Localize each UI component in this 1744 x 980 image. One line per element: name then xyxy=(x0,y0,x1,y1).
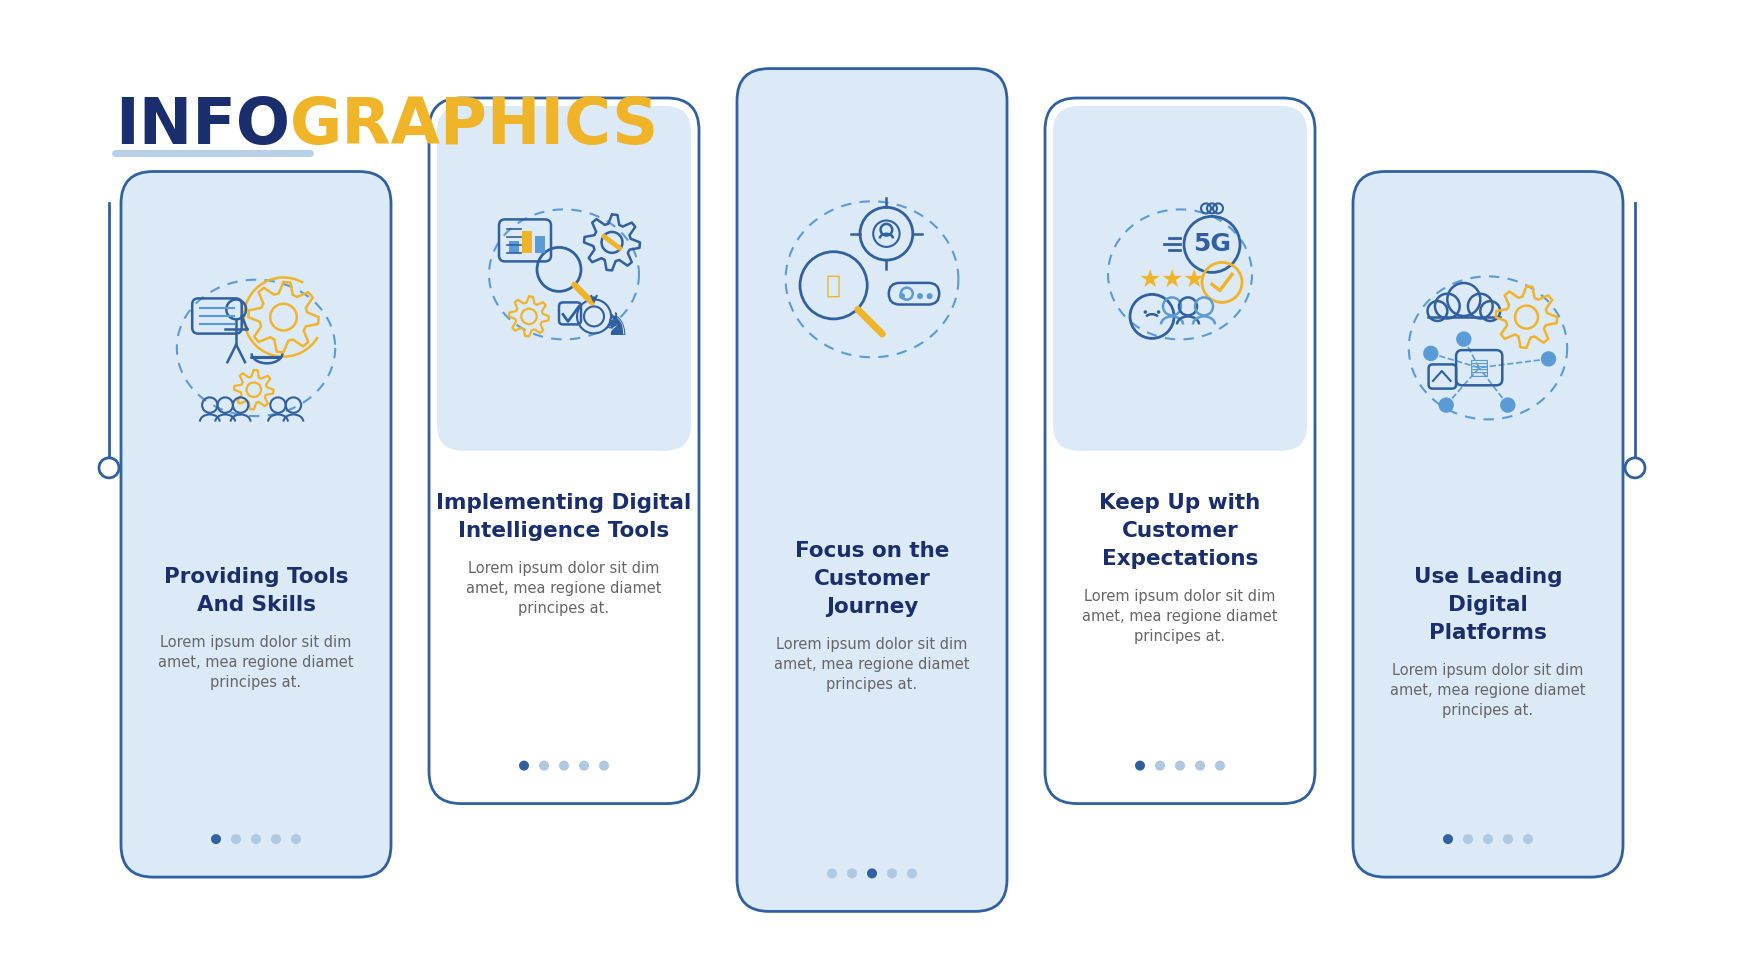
Text: INFO: INFO xyxy=(115,95,290,157)
Text: GRAPHICS: GRAPHICS xyxy=(290,95,659,157)
FancyBboxPatch shape xyxy=(120,172,391,877)
FancyBboxPatch shape xyxy=(429,98,699,804)
Text: Lorem ipsum dolor sit dim: Lorem ipsum dolor sit dim xyxy=(1085,589,1275,604)
FancyBboxPatch shape xyxy=(1360,179,1615,524)
Text: Lorem ipsum dolor sit dim: Lorem ipsum dolor sit dim xyxy=(776,637,968,652)
Circle shape xyxy=(1195,760,1205,770)
Circle shape xyxy=(1503,834,1514,844)
Circle shape xyxy=(888,868,896,878)
Text: Journey: Journey xyxy=(827,597,917,616)
Circle shape xyxy=(1463,834,1474,844)
Circle shape xyxy=(1135,760,1146,770)
Circle shape xyxy=(867,868,877,878)
Circle shape xyxy=(520,760,528,770)
Text: principes at.: principes at. xyxy=(211,674,302,690)
Text: Lorem ipsum dolor sit dim: Lorem ipsum dolor sit dim xyxy=(160,635,352,650)
Circle shape xyxy=(1540,351,1556,367)
Circle shape xyxy=(907,868,917,878)
Circle shape xyxy=(211,834,221,844)
Text: principes at.: principes at. xyxy=(518,601,610,616)
Bar xyxy=(535,236,544,254)
Text: Digital: Digital xyxy=(1448,595,1528,614)
Text: Customer: Customer xyxy=(1121,521,1238,541)
FancyBboxPatch shape xyxy=(438,106,691,451)
Text: 5G: 5G xyxy=(1193,232,1231,257)
FancyBboxPatch shape xyxy=(1353,172,1624,877)
Text: ★: ★ xyxy=(1139,268,1162,291)
Text: Focus on the: Focus on the xyxy=(795,541,949,561)
Circle shape xyxy=(1456,331,1472,347)
Text: Keep Up with: Keep Up with xyxy=(1099,493,1261,514)
Circle shape xyxy=(1156,311,1160,314)
Text: ★: ★ xyxy=(1162,268,1182,291)
Text: Expectations: Expectations xyxy=(1102,549,1257,569)
Text: principes at.: principes at. xyxy=(1134,629,1226,644)
Circle shape xyxy=(1625,458,1645,478)
Circle shape xyxy=(1523,834,1533,844)
FancyBboxPatch shape xyxy=(738,69,1006,911)
Circle shape xyxy=(291,834,302,844)
Circle shape xyxy=(926,293,933,299)
Bar xyxy=(509,241,520,254)
Circle shape xyxy=(539,760,549,770)
Circle shape xyxy=(1175,760,1184,770)
Circle shape xyxy=(917,293,923,299)
Text: ★: ★ xyxy=(1182,268,1205,291)
Text: Lorem ipsum dolor sit dim: Lorem ipsum dolor sit dim xyxy=(469,562,659,576)
Text: Providing Tools: Providing Tools xyxy=(164,566,349,587)
Text: amet, mea regione diamet: amet, mea regione diamet xyxy=(1390,683,1585,698)
Text: amet, mea regione diamet: amet, mea regione diamet xyxy=(1083,610,1278,624)
Circle shape xyxy=(560,760,569,770)
Text: 👣: 👣 xyxy=(827,273,841,297)
Text: Use Leading: Use Leading xyxy=(1414,566,1563,587)
Circle shape xyxy=(1442,834,1453,844)
Circle shape xyxy=(898,293,905,299)
Circle shape xyxy=(598,760,609,770)
FancyBboxPatch shape xyxy=(1045,98,1315,804)
Circle shape xyxy=(1144,311,1148,314)
Text: amet, mea regione diamet: amet, mea regione diamet xyxy=(159,655,354,669)
Text: amet, mea regione diamet: amet, mea regione diamet xyxy=(466,581,661,596)
Circle shape xyxy=(848,868,856,878)
FancyBboxPatch shape xyxy=(1053,106,1306,451)
Circle shape xyxy=(1439,398,1454,413)
Text: Customer: Customer xyxy=(814,568,930,589)
Circle shape xyxy=(1216,760,1224,770)
Circle shape xyxy=(1423,346,1439,361)
Text: Lorem ipsum dolor sit dim: Lorem ipsum dolor sit dim xyxy=(1392,662,1584,677)
Bar xyxy=(521,231,532,254)
Circle shape xyxy=(99,458,119,478)
Text: principes at.: principes at. xyxy=(827,676,917,692)
Circle shape xyxy=(1482,834,1493,844)
Circle shape xyxy=(827,868,837,878)
FancyBboxPatch shape xyxy=(745,76,999,490)
Circle shape xyxy=(1155,760,1165,770)
Text: Platforms: Platforms xyxy=(1428,622,1547,643)
Text: And Skills: And Skills xyxy=(197,595,316,614)
Circle shape xyxy=(1500,398,1516,413)
FancyBboxPatch shape xyxy=(129,179,384,524)
Circle shape xyxy=(270,834,281,844)
Circle shape xyxy=(579,760,589,770)
Text: ♞: ♞ xyxy=(602,312,630,341)
Circle shape xyxy=(251,834,262,844)
Text: Intelligence Tools: Intelligence Tools xyxy=(459,521,670,541)
Circle shape xyxy=(230,834,241,844)
Text: amet, mea regione diamet: amet, mea regione diamet xyxy=(774,657,970,671)
Text: ▤: ▤ xyxy=(1468,358,1489,377)
Text: principes at.: principes at. xyxy=(1442,703,1533,717)
Text: Implementing Digital: Implementing Digital xyxy=(436,493,692,514)
